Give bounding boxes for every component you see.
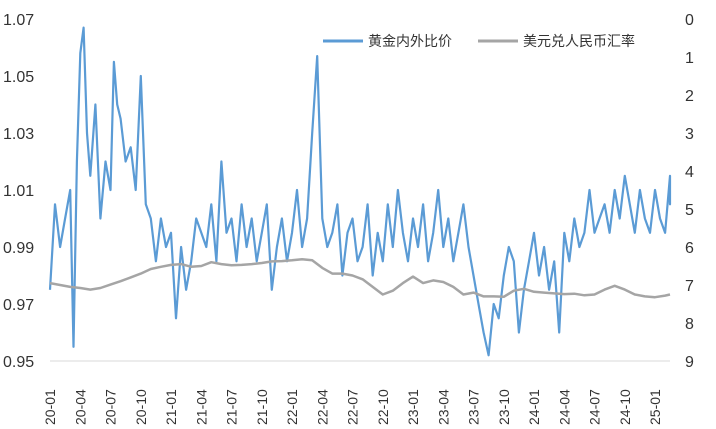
x-tick-label: 20-04 <box>72 389 88 425</box>
x-tick-label: 24-10 <box>617 389 633 425</box>
right-tick-label: 2 <box>685 88 694 105</box>
x-axis-ticks: 20-01 20-04 20-07 20-10 21-01 21-04 21-07 21-10… <box>42 389 663 425</box>
x-tick-label: 21-07 <box>224 389 240 425</box>
left-tick-label: 1.01 <box>3 183 34 200</box>
right-tick-label: 4 <box>685 164 694 181</box>
x-tick-label: 22-07 <box>345 389 361 425</box>
left-tick-label: 1.03 <box>3 126 34 143</box>
right-tick-label: 7 <box>685 278 694 295</box>
left-tick-label: 1.07 <box>3 12 34 29</box>
x-tick-label: 22-10 <box>375 389 391 425</box>
left-tick-label: 1.05 <box>3 69 34 86</box>
left-tick-label: 0.99 <box>3 240 34 257</box>
x-tick-label: 24-07 <box>587 389 603 425</box>
x-tick-label: 23-01 <box>405 389 421 425</box>
x-tick-label: 24-01 <box>526 389 542 425</box>
x-tick-label: 22-01 <box>284 389 300 425</box>
right-tick-label: 6 <box>685 240 694 257</box>
series-line-1 <box>48 26 672 357</box>
right-tick-label: 0 <box>685 12 694 29</box>
x-tick-label: 23-10 <box>496 389 512 425</box>
x-tick-label: 23-07 <box>466 389 482 425</box>
x-tick-label: 21-10 <box>254 389 270 425</box>
left-tick-label: 0.97 <box>3 297 34 314</box>
right-tick-label: 9 <box>685 354 694 371</box>
x-tick-label: 20-10 <box>133 389 149 425</box>
left-tick-label: 0.95 <box>3 354 34 371</box>
series-line-2 <box>49 257 671 299</box>
x-tick-label: 24-04 <box>556 389 572 425</box>
x-tick-label: 20-07 <box>103 389 119 425</box>
x-tick-label: 20-01 <box>42 389 58 425</box>
left-axis-ticks: 0.95 0.97 0.99 1.01 1.03 1.05 1.07 <box>3 12 34 371</box>
legend-label-2: 美元兑人民币汇率 <box>523 33 635 50</box>
right-tick-label: 1 <box>685 50 694 67</box>
plot-area <box>48 26 672 362</box>
legend: 黄金内外比价 美元兑人民币汇率 <box>323 33 635 50</box>
right-tick-label: 3 <box>685 126 694 143</box>
x-tick-label: 23-04 <box>435 389 451 425</box>
legend-label-1: 黄金内外比价 <box>368 33 452 50</box>
x-tick-label: 21-04 <box>193 389 209 425</box>
right-tick-label: 8 <box>685 316 694 333</box>
x-tick-label: 22-04 <box>314 389 330 425</box>
right-tick-label: 5 <box>685 202 694 219</box>
x-tick-label: 21-01 <box>163 389 179 425</box>
x-tick-label: 25-01 <box>647 389 663 425</box>
right-axis-ticks: 0 1 2 3 4 5 6 7 8 9 <box>685 12 694 371</box>
